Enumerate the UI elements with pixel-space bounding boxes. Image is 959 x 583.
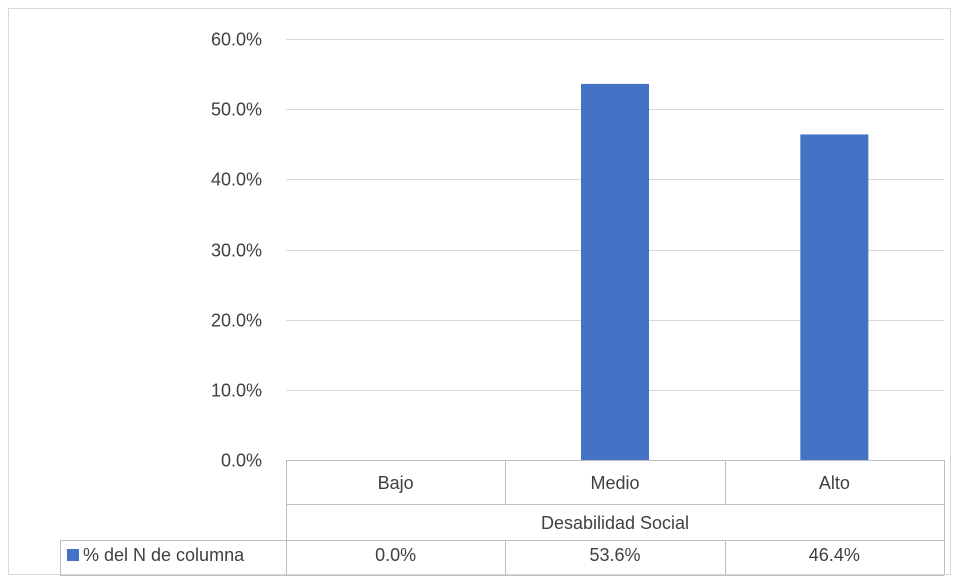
bars — [581, 83, 869, 460]
data-table: Bajo Medio Alto Desabilidad Social % del N d… — [60, 460, 945, 576]
x-tick-label: Medio — [590, 473, 639, 493]
data-label: 46.4% — [809, 545, 860, 565]
y-tick-label: 30.0% — [211, 241, 262, 261]
bar-medio — [581, 83, 649, 460]
y-tick-label: 60.0% — [211, 30, 262, 50]
y-tick-label: 40.0% — [211, 170, 262, 190]
bar-alto — [800, 134, 869, 460]
data-label: 53.6% — [589, 545, 640, 565]
y-tick-label: 20.0% — [211, 311, 262, 331]
chart-border — [8, 8, 951, 575]
x-tick-label: Bajo — [378, 473, 414, 493]
category-group-label: Desabilidad Social — [541, 513, 689, 533]
legend-swatch — [67, 549, 79, 561]
y-tick-label: 50.0% — [211, 100, 262, 120]
y-tick-label: 0.0% — [221, 451, 262, 471]
y-axis-tick-labels: 0.0% 10.0% 20.0% 30.0% 40.0% 50.0% 60.0% — [211, 30, 262, 471]
data-label: 0.0% — [375, 545, 416, 565]
x-tick-label: Alto — [819, 473, 850, 493]
y-tick-label: 10.0% — [211, 381, 262, 401]
legend-label: % del N de columna — [83, 545, 245, 565]
